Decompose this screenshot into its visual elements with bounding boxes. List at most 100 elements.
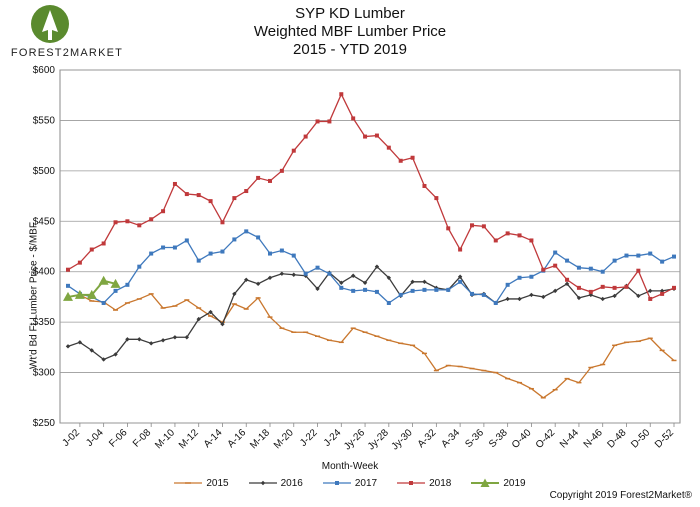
point-2017	[208, 251, 213, 256]
point-2016	[410, 279, 415, 284]
point-2017	[434, 287, 439, 292]
point-2016	[125, 337, 130, 342]
point-2017	[386, 300, 391, 305]
point-2018	[184, 192, 189, 197]
point-2018	[434, 196, 439, 201]
point-2018	[529, 238, 534, 243]
point-2018	[315, 119, 320, 124]
point-2018	[446, 226, 451, 231]
point-2018	[66, 267, 70, 272]
point-2017	[161, 245, 166, 250]
y-tick-label: $600	[33, 65, 56, 76]
point-2016	[588, 292, 594, 298]
chart-title-line-1: SYP KD Lumber	[295, 5, 405, 22]
point-2016	[612, 293, 617, 299]
point-2016	[279, 271, 285, 276]
point-2019	[63, 291, 73, 301]
point-2016	[137, 337, 142, 342]
series-line-2015	[67, 293, 675, 399]
point-2016	[160, 338, 166, 343]
x-tick-label: A-16	[226, 427, 249, 450]
x-tick-label: F-08	[131, 427, 154, 450]
x-tick-label: S-38	[487, 427, 510, 450]
point-2017	[137, 264, 142, 269]
point-2016	[220, 321, 225, 327]
chart-title-line-2: Weighted MBF Lumber Price	[253, 23, 447, 40]
y-axis-label: Wt'd Bd Ft Lumber Price - $/MBF	[28, 222, 40, 369]
point-2018	[196, 193, 201, 198]
x-tick-label: S-36	[463, 427, 486, 450]
point-2016	[267, 275, 273, 280]
x-tick-label: J-22	[298, 427, 320, 449]
point-2016	[600, 296, 605, 302]
point-2016	[196, 316, 201, 322]
point-2016	[291, 272, 296, 277]
x-tick-label: M-10	[153, 427, 177, 451]
point-2018	[458, 247, 463, 252]
point-2018	[386, 145, 391, 150]
point-2018	[624, 284, 629, 289]
point-2017	[232, 237, 237, 242]
point-2018	[374, 133, 379, 138]
point-2017	[624, 253, 629, 258]
x-tick-label: A-34	[440, 427, 463, 450]
series-line-2016	[67, 265, 675, 361]
point-2018	[172, 181, 177, 186]
point-2018	[612, 285, 617, 290]
legend-label: 2017	[354, 478, 378, 489]
point-2017	[517, 275, 522, 280]
point-2016	[648, 288, 653, 294]
y-tick-label: $500	[33, 166, 56, 177]
point-2017	[553, 250, 558, 255]
point-2016	[422, 279, 427, 284]
point-2016	[564, 281, 570, 287]
legend: 2015 2016 2017 2018 2019	[0, 478, 700, 489]
point-2018	[291, 148, 296, 153]
point-2017	[339, 285, 344, 290]
logo-text: FOREST2MARKET	[10, 47, 124, 59]
point-2018	[553, 263, 558, 268]
point-2016	[374, 264, 380, 269]
chart-title-line-3: 2015 - YTD 2019	[293, 41, 407, 58]
point-2018	[339, 92, 344, 97]
point-2018	[505, 231, 510, 236]
point-2016	[339, 280, 344, 286]
point-2016	[541, 294, 546, 300]
point-2016	[232, 291, 237, 297]
point-2017	[422, 287, 427, 292]
legend-label: 2016	[280, 478, 303, 489]
point-2017	[327, 271, 332, 276]
point-2017	[446, 287, 451, 292]
point-2017	[458, 279, 463, 284]
y-tick-label: $300	[33, 368, 56, 379]
plot-area	[59, 69, 681, 424]
point-2016	[386, 275, 392, 280]
x-tick-label: J-04	[84, 427, 106, 449]
legend-label: 2019	[503, 478, 526, 489]
x-tick-label: A-14	[202, 427, 225, 450]
point-2017	[672, 254, 676, 259]
x-tick-label: M-18	[248, 427, 272, 451]
point-2016	[350, 273, 356, 278]
point-2017	[636, 253, 641, 258]
point-2017	[125, 282, 130, 287]
point-2016	[89, 348, 94, 353]
x-tick-label: A-32	[416, 427, 439, 450]
point-2016	[517, 296, 522, 302]
point-2017	[576, 265, 581, 270]
point-2018	[398, 158, 403, 163]
legend-swatch	[248, 481, 277, 486]
point-2018	[636, 268, 641, 273]
point-2016	[65, 344, 71, 349]
point-2018	[363, 134, 368, 139]
point-2017	[291, 253, 296, 258]
point-2016	[636, 293, 641, 299]
point-2018	[149, 217, 154, 222]
point-2016	[184, 335, 190, 340]
point-2018	[493, 238, 498, 243]
point-2017	[279, 248, 284, 253]
legend-item-2018: 2018	[397, 478, 451, 489]
point-2018	[410, 155, 415, 160]
point-2017	[101, 300, 106, 305]
